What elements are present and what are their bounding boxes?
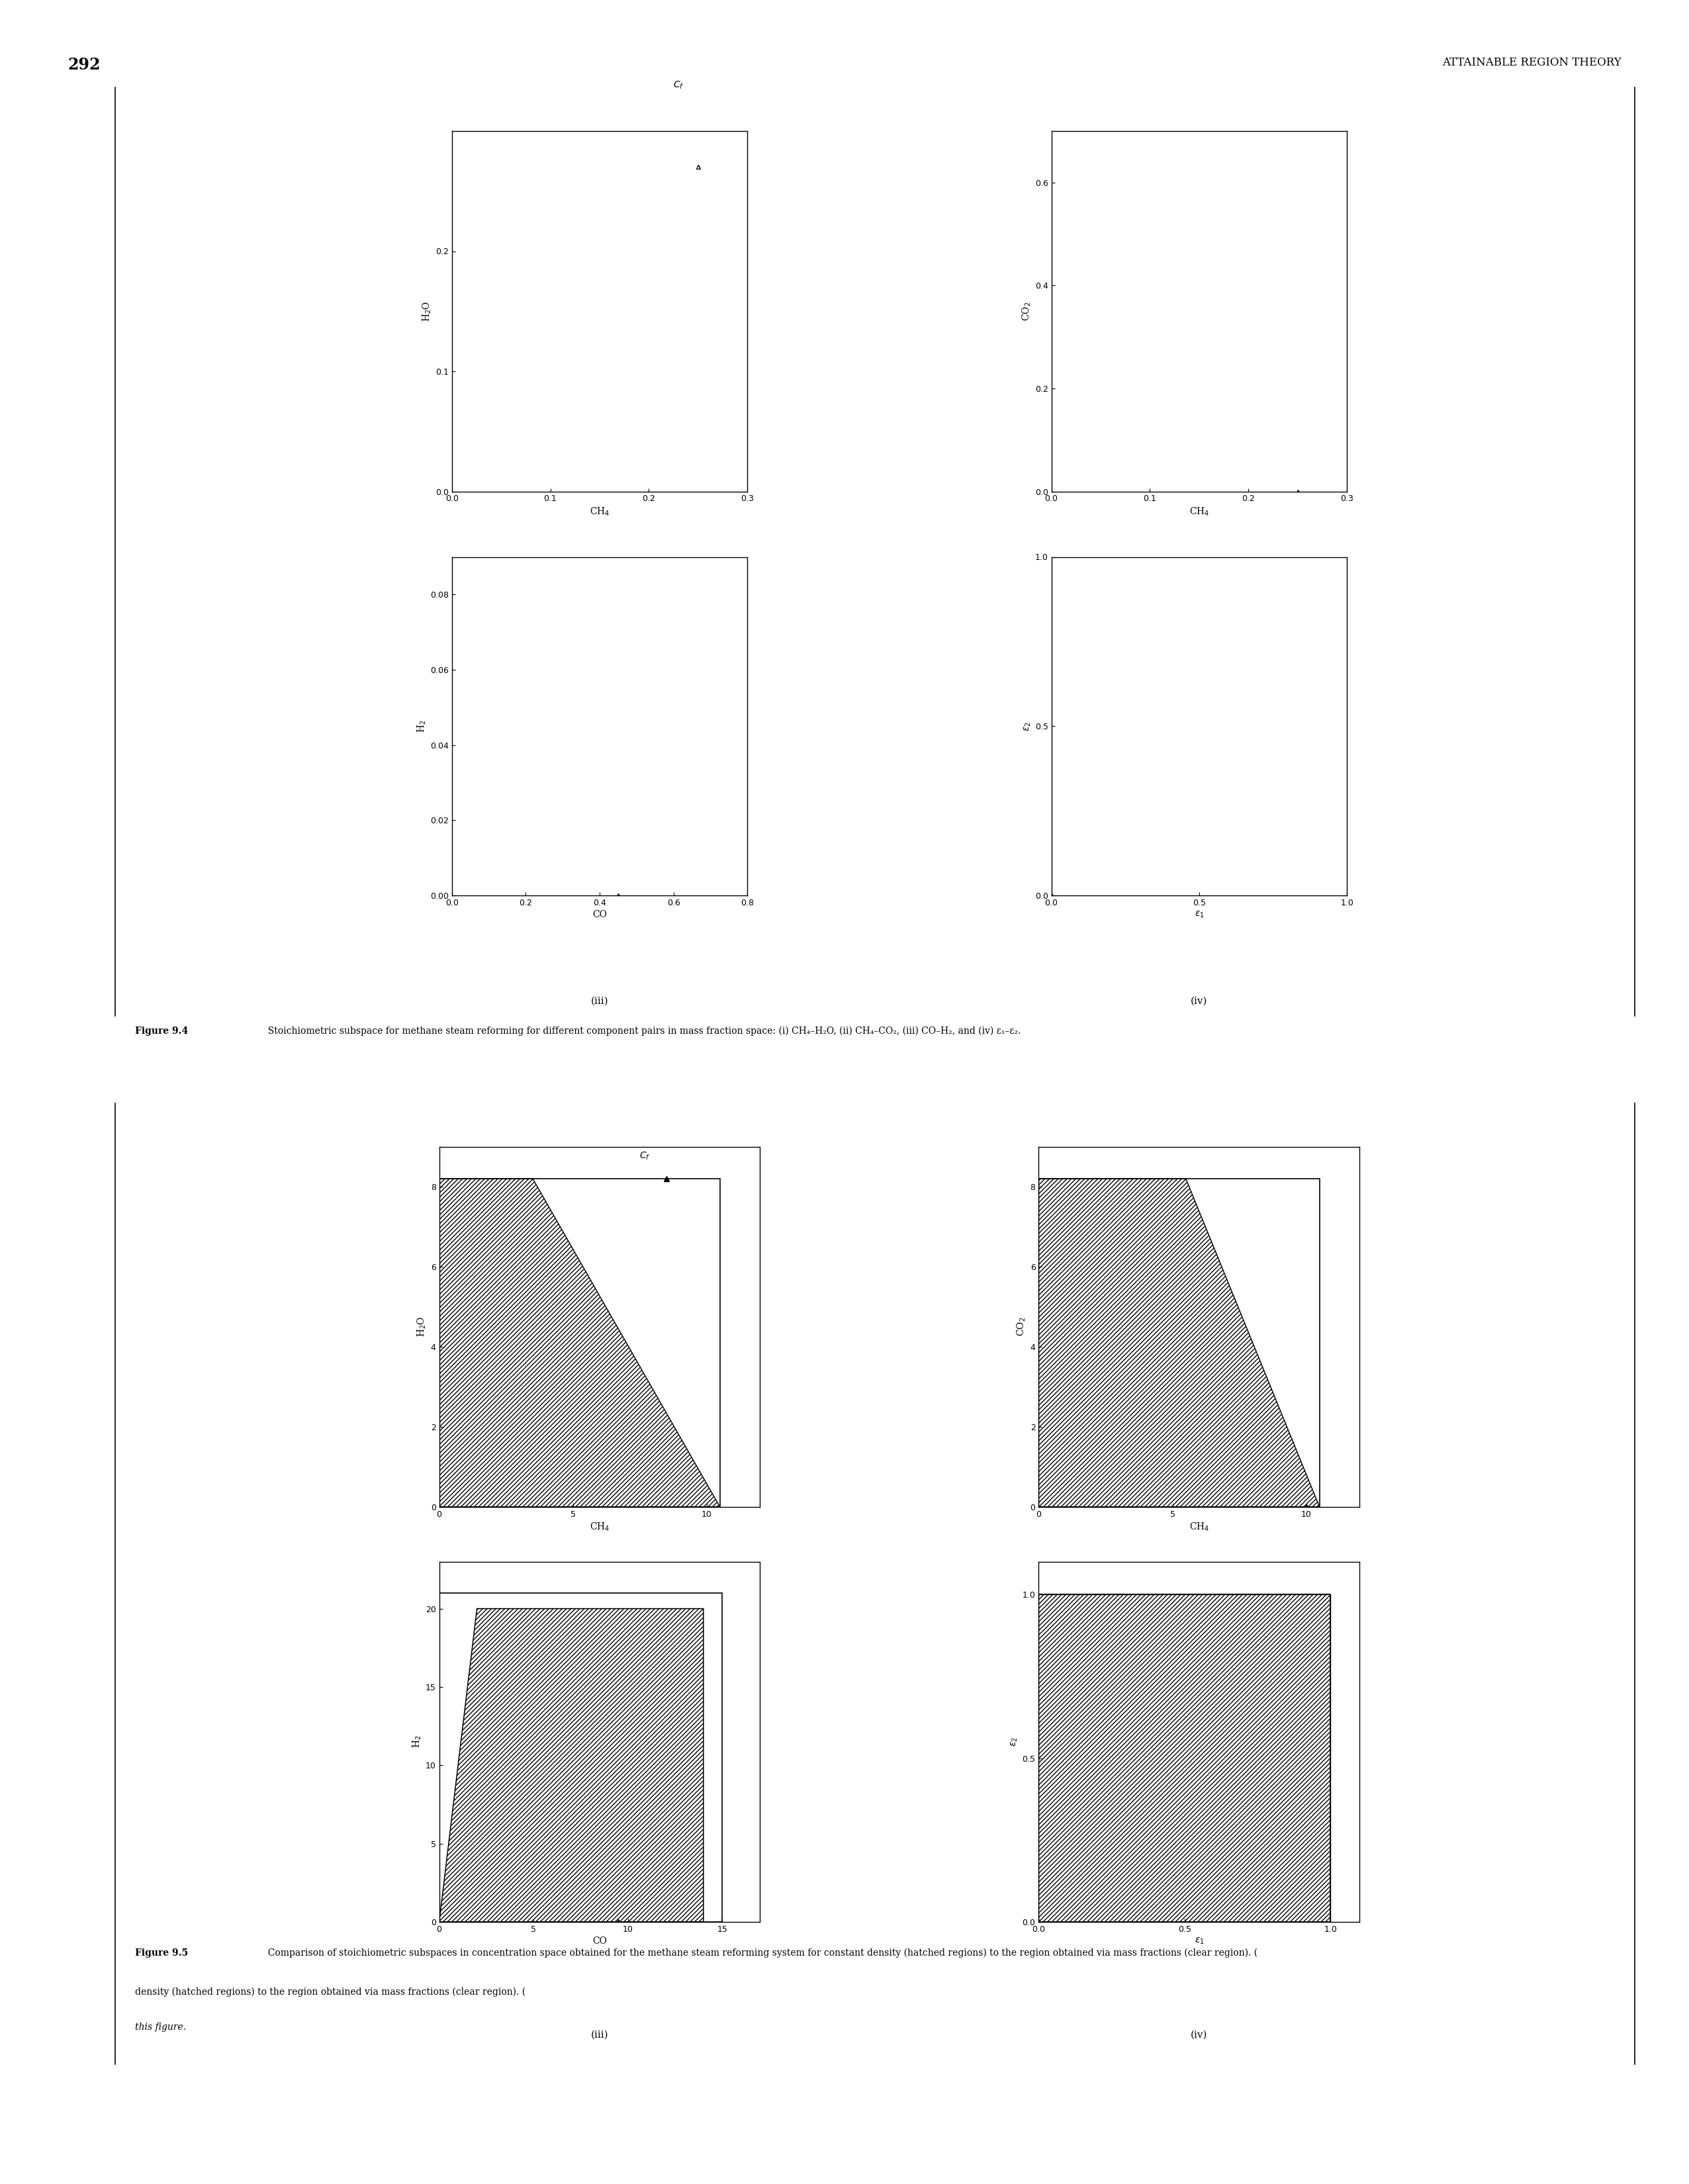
Text: (iii): (iii) <box>591 996 608 1007</box>
X-axis label: CH$_4$: CH$_4$ <box>1189 507 1209 518</box>
Y-axis label: H$_2$O: H$_2$O <box>417 1317 427 1337</box>
Polygon shape <box>1039 1594 1331 1922</box>
Polygon shape <box>1039 1179 1319 1507</box>
Y-axis label: $\varepsilon_2$: $\varepsilon_2$ <box>1022 721 1032 732</box>
Text: (iv): (iv) <box>1191 996 1208 1007</box>
Y-axis label: CO$_2$: CO$_2$ <box>1017 1317 1027 1337</box>
Text: Stoichiometric subspace for methane steam reforming for different component pair: Stoichiometric subspace for methane stea… <box>262 1026 1020 1035</box>
Text: $C_f$: $C_f$ <box>672 81 684 92</box>
X-axis label: CO: CO <box>593 1937 606 1946</box>
Text: Comparison of stoichiometric subspaces in concentration space obtained for the m: Comparison of stoichiometric subspaces i… <box>262 1948 1257 1957</box>
Text: ATTAINABLE REGION THEORY: ATTAINABLE REGION THEORY <box>1442 57 1621 68</box>
Text: this figure.: this figure. <box>135 2022 186 2031</box>
Text: Figure 9.5: Figure 9.5 <box>135 1948 187 1957</box>
Y-axis label: CO$_2$: CO$_2$ <box>1020 301 1032 321</box>
Text: (iii): (iii) <box>591 2029 608 2040</box>
Text: (ii): (ii) <box>1192 598 1206 609</box>
X-axis label: CO: CO <box>593 911 606 919</box>
Polygon shape <box>439 1592 723 1922</box>
Text: (ii): (ii) <box>1192 1614 1206 1625</box>
Text: 292: 292 <box>68 57 100 72</box>
Y-axis label: H$_2$O: H$_2$O <box>421 301 432 321</box>
Y-axis label: H$_2$: H$_2$ <box>410 1736 422 1747</box>
Text: density (hatched regions) to the region obtained via mass fractions (clear regio: density (hatched regions) to the region … <box>135 1987 525 1996</box>
Y-axis label: H$_2$: H$_2$ <box>415 721 427 732</box>
Text: (i): (i) <box>595 1614 605 1625</box>
Polygon shape <box>439 1179 720 1507</box>
Text: Figure 9.4: Figure 9.4 <box>135 1026 187 1035</box>
X-axis label: CH$_4$: CH$_4$ <box>589 1522 610 1533</box>
Text: $C_f$: $C_f$ <box>640 1151 650 1162</box>
Text: (i): (i) <box>595 598 605 609</box>
X-axis label: CH$_4$: CH$_4$ <box>1189 1522 1209 1533</box>
X-axis label: $\varepsilon_1$: $\varepsilon_1$ <box>1194 911 1204 919</box>
Y-axis label: $\varepsilon_2$: $\varepsilon_2$ <box>1010 1736 1020 1747</box>
X-axis label: $\varepsilon_1$: $\varepsilon_1$ <box>1194 1937 1204 1946</box>
X-axis label: CH$_4$: CH$_4$ <box>589 507 610 518</box>
Text: (iv): (iv) <box>1191 2029 1208 2040</box>
